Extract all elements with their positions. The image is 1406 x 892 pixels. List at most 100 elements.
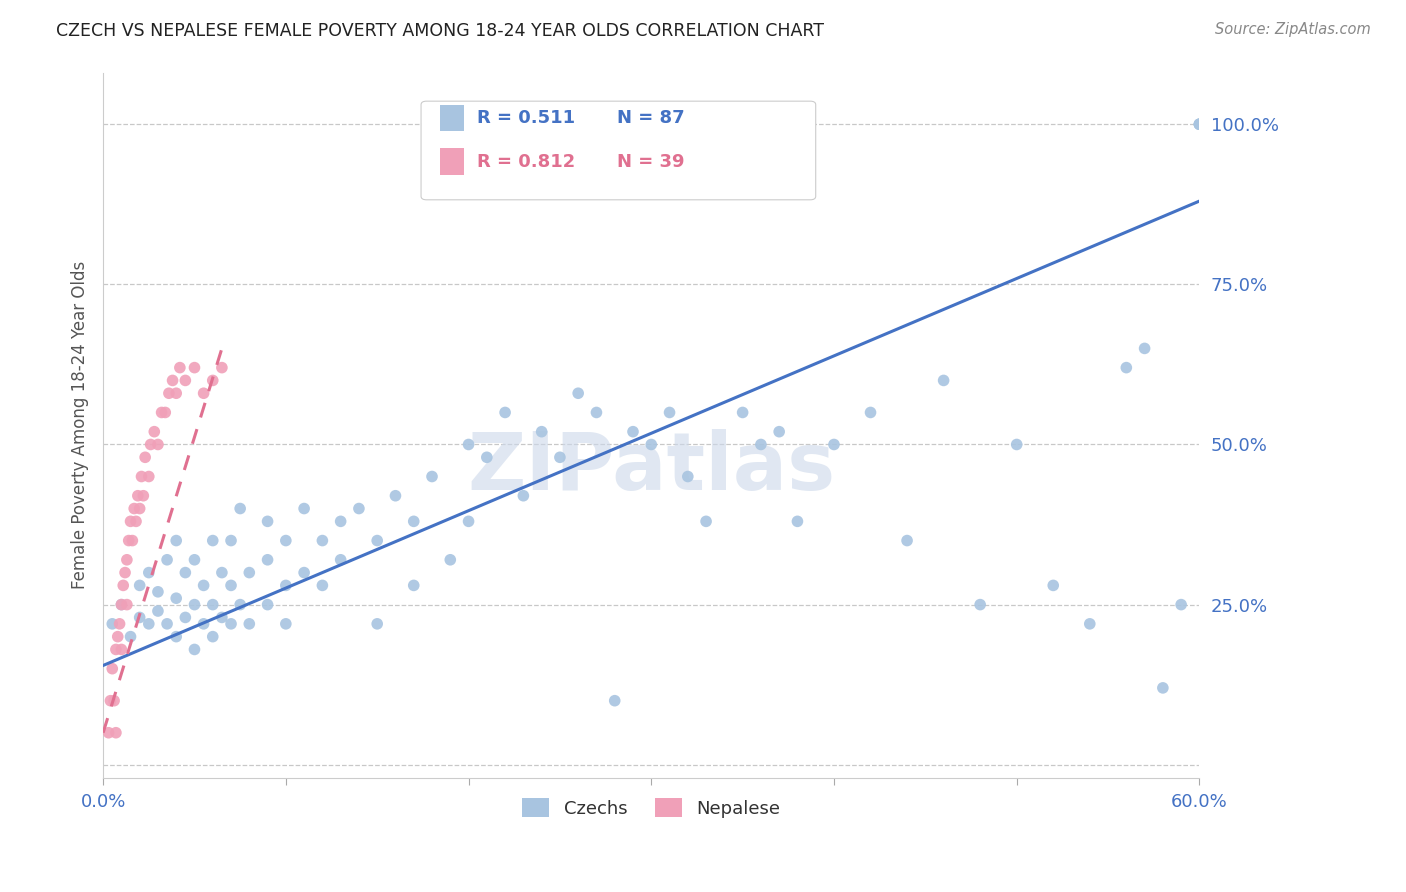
Point <box>150 405 173 419</box>
Bar <box>440 104 464 131</box>
Point <box>112 578 135 592</box>
Point <box>122 501 145 516</box>
Point <box>156 553 179 567</box>
Point <box>274 533 297 548</box>
Point <box>103 694 125 708</box>
Point <box>256 598 278 612</box>
Point <box>731 405 754 419</box>
Point <box>131 469 153 483</box>
Point <box>311 578 333 592</box>
Point <box>658 405 681 419</box>
Point <box>494 405 516 419</box>
Point <box>183 642 205 657</box>
Point <box>1115 360 1137 375</box>
Point <box>139 437 162 451</box>
Point <box>749 437 772 451</box>
Point <box>146 584 169 599</box>
Point <box>97 725 120 739</box>
Text: Source: ZipAtlas.com: Source: ZipAtlas.com <box>1215 22 1371 37</box>
Point <box>1078 616 1101 631</box>
Point <box>183 553 205 567</box>
Point <box>475 450 498 465</box>
Point <box>193 386 215 401</box>
Point <box>193 578 215 592</box>
Point <box>1188 117 1211 131</box>
Point <box>512 489 534 503</box>
Point <box>1042 578 1064 592</box>
Point <box>104 642 127 657</box>
Point <box>101 616 124 631</box>
Point <box>128 501 150 516</box>
Point <box>366 533 388 548</box>
Point <box>201 533 224 548</box>
Point <box>219 578 242 592</box>
Point <box>347 501 370 516</box>
Point <box>107 630 129 644</box>
Point <box>329 553 352 567</box>
Point <box>183 598 205 612</box>
Point <box>402 578 425 592</box>
Bar <box>440 148 464 175</box>
Point <box>157 386 180 401</box>
Point <box>110 642 132 657</box>
Point <box>932 373 955 387</box>
Point <box>115 553 138 567</box>
Point <box>439 553 461 567</box>
Point <box>120 630 142 644</box>
Point <box>548 450 571 465</box>
Text: N = 87: N = 87 <box>617 109 685 127</box>
Point <box>603 694 626 708</box>
Point <box>238 616 260 631</box>
Point <box>1133 342 1156 356</box>
Point <box>165 386 187 401</box>
Point <box>146 437 169 451</box>
Point <box>146 604 169 618</box>
Point <box>1170 598 1192 612</box>
Point <box>676 469 699 483</box>
Point <box>115 598 138 612</box>
Point <box>640 437 662 451</box>
Point <box>211 610 233 624</box>
Point <box>823 437 845 451</box>
Point <box>138 469 160 483</box>
Point <box>292 566 315 580</box>
Point <box>585 405 607 419</box>
Point <box>211 360 233 375</box>
FancyBboxPatch shape <box>420 101 815 200</box>
Text: CZECH VS NEPALESE FEMALE POVERTY AMONG 18-24 YEAR OLDS CORRELATION CHART: CZECH VS NEPALESE FEMALE POVERTY AMONG 1… <box>56 22 824 40</box>
Point <box>256 553 278 567</box>
Point <box>125 514 148 528</box>
Point <box>229 598 252 612</box>
Point <box>292 501 315 516</box>
Point <box>134 450 156 465</box>
Text: R = 0.812: R = 0.812 <box>477 153 575 170</box>
Point <box>384 489 406 503</box>
Point <box>120 514 142 528</box>
Point <box>101 662 124 676</box>
Point <box>457 437 479 451</box>
Point <box>155 405 177 419</box>
Point <box>165 630 187 644</box>
Point <box>174 566 197 580</box>
Point <box>108 616 131 631</box>
Point <box>156 616 179 631</box>
Point <box>256 514 278 528</box>
Point <box>169 360 191 375</box>
Point <box>211 566 233 580</box>
Y-axis label: Female Poverty Among 18-24 Year Olds: Female Poverty Among 18-24 Year Olds <box>72 261 89 590</box>
Point <box>1005 437 1028 451</box>
Point <box>859 405 882 419</box>
Point <box>567 386 589 401</box>
Point <box>128 578 150 592</box>
Point <box>1188 117 1211 131</box>
Point <box>143 425 166 439</box>
Text: N = 39: N = 39 <box>617 153 685 170</box>
Point <box>329 514 352 528</box>
Point <box>896 533 918 548</box>
Point <box>114 566 136 580</box>
Text: R = 0.511: R = 0.511 <box>477 109 575 127</box>
Point <box>183 360 205 375</box>
Point <box>786 514 808 528</box>
Point <box>162 373 184 387</box>
Point <box>274 616 297 631</box>
